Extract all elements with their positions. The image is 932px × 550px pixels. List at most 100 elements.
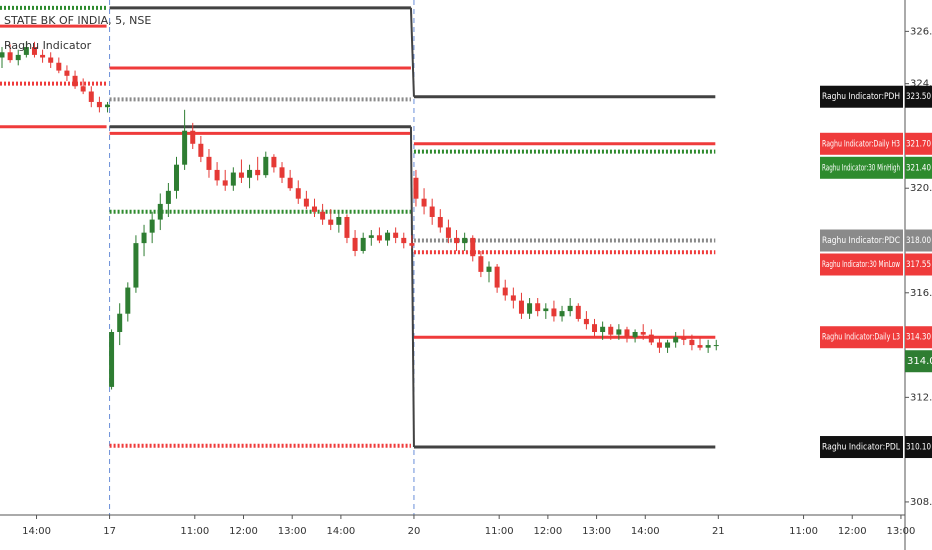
candle-body — [190, 130, 196, 144]
x-tick-label: 21 — [712, 526, 725, 537]
candle-body — [303, 198, 309, 207]
candle-body — [413, 177, 419, 199]
candle-body — [681, 337, 687, 340]
candle-body — [665, 342, 671, 348]
candle-body — [238, 172, 244, 178]
x-tick-label: 14:00 — [631, 526, 660, 537]
candle-body — [157, 203, 163, 220]
last-price-label: 314.00 — [907, 356, 932, 367]
candle-body — [608, 326, 614, 335]
y-tick-label: 316.00 — [910, 288, 932, 299]
candle-body — [592, 324, 598, 333]
chart-title: STATE BK OF INDIA, 5, NSE — [4, 14, 151, 27]
candle-body — [705, 345, 711, 348]
legend-label: Raghu Indicator:30 MinLow — [822, 260, 900, 270]
candle-body — [247, 169, 253, 178]
value-label: 321.70 — [906, 139, 931, 149]
value-label: 321.40 — [906, 163, 931, 173]
candle-body — [494, 266, 500, 288]
candle-body — [575, 305, 581, 319]
value-box — [905, 156, 932, 179]
candle-body — [632, 332, 638, 338]
candle-body — [320, 211, 326, 220]
candle-body — [454, 237, 460, 244]
candle-body — [518, 300, 524, 314]
candle-body — [462, 237, 468, 244]
candle-body — [230, 172, 236, 186]
candle-body — [56, 62, 62, 71]
plot-area — [0, 0, 719, 515]
candle-body — [393, 232, 399, 238]
y-tick-label: 308.00 — [910, 497, 932, 508]
candle-body — [656, 342, 662, 348]
candle-body — [567, 305, 573, 312]
x-tick-label: 11:00 — [180, 526, 209, 537]
candle-body — [64, 70, 70, 76]
candle-body — [713, 345, 719, 347]
candle-body — [437, 216, 443, 228]
value-label: 310.10 — [906, 443, 931, 453]
series-name-box — [820, 156, 903, 179]
y-tick-label: 312.00 — [910, 392, 932, 403]
value-label: 314.30 — [906, 333, 931, 343]
candle-body — [206, 156, 212, 170]
candle-body — [624, 329, 630, 338]
x-tick-label: 14:00 — [326, 526, 355, 537]
x-tick-label: 20 — [408, 526, 421, 537]
candle-body — [648, 334, 654, 343]
value-box — [905, 326, 932, 349]
candle-body — [502, 287, 508, 296]
value-box — [905, 229, 932, 252]
indicator-step — [409, 7, 415, 97]
candle-body — [510, 295, 516, 301]
candle-body — [352, 237, 358, 251]
candle-body — [640, 332, 646, 335]
candle-body — [149, 219, 155, 233]
candle-body — [125, 287, 131, 314]
candle-body — [368, 235, 374, 238]
candle-body — [527, 303, 533, 314]
series-name-box — [820, 436, 903, 459]
candle-body — [328, 219, 334, 225]
series-name-box — [820, 229, 903, 252]
candle-body — [117, 313, 123, 333]
candle-body — [421, 198, 427, 207]
value-box — [905, 436, 932, 459]
x-tick-label: 11:00 — [789, 526, 818, 537]
candle-body — [165, 190, 171, 204]
candle-body — [616, 329, 622, 335]
candle-body — [445, 227, 451, 238]
candle-body — [344, 216, 350, 238]
candle-body — [385, 232, 391, 241]
series-name-box — [820, 253, 903, 276]
candle-body — [697, 345, 703, 348]
x-tick-label: 12:00 — [838, 526, 867, 537]
candle-body — [470, 237, 476, 257]
candle-body — [478, 256, 484, 272]
candle-body — [198, 143, 204, 157]
candle-body — [551, 308, 557, 317]
candle-body — [23, 47, 29, 55]
series-name-box — [820, 85, 903, 108]
x-tick-label: 13:00 — [887, 526, 916, 537]
series-name-box — [820, 132, 903, 155]
candle-body — [88, 91, 94, 102]
candle-body — [7, 52, 13, 61]
candle-body — [105, 104, 111, 108]
y-tick-label: 324.00 — [910, 79, 932, 90]
x-tick-label: 13:00 — [582, 526, 611, 537]
candle-body — [214, 169, 220, 181]
indicator-name: Raghu Indicator — [4, 39, 92, 52]
value-box — [905, 132, 932, 155]
candle-body — [255, 169, 261, 176]
candle-body — [15, 54, 21, 61]
candle-body — [40, 54, 46, 58]
candle-body — [263, 156, 269, 176]
value-label: 317.55 — [906, 260, 931, 270]
y-tick-label: 326.00 — [910, 26, 932, 37]
candle-body — [109, 332, 115, 387]
y-tick-label: 320.00 — [910, 183, 932, 194]
candle-body — [279, 167, 285, 178]
candle-body — [311, 206, 317, 212]
